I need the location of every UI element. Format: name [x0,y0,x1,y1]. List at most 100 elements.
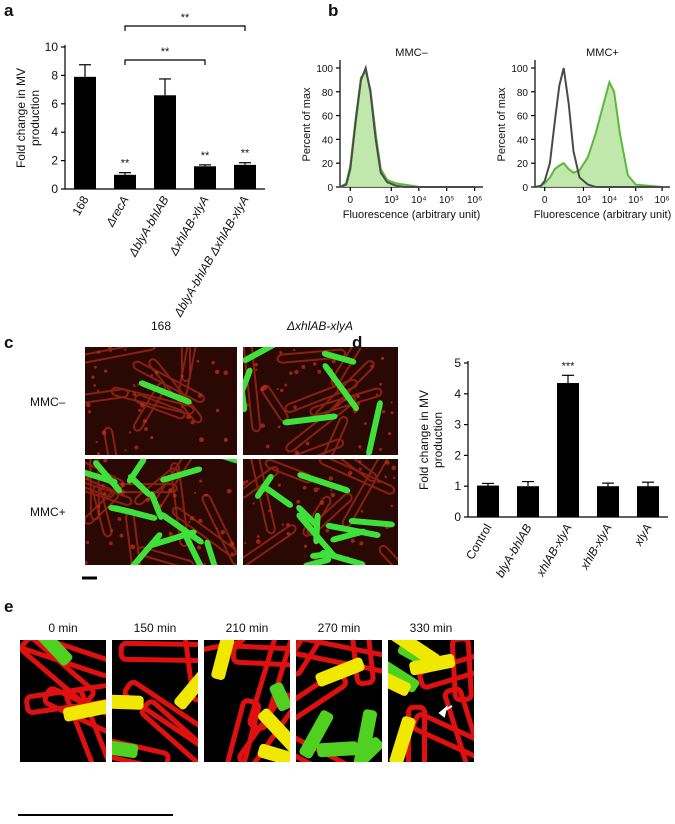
y-axis-label: production [28,90,42,146]
speck [85,560,88,565]
speck [317,487,320,490]
cell [317,459,378,483]
y-tick-label: 0 [51,182,58,196]
cell-green [243,387,248,413]
speck [359,541,364,546]
y-tick-label: 60 [517,112,529,123]
speck [317,369,322,374]
cell-green [388,667,411,696]
speck [138,408,142,412]
y-tick-label: 80 [517,88,529,99]
speck [97,512,101,516]
speck [181,405,184,408]
bar [477,485,499,517]
cell-green [366,400,383,455]
y-tick-label: 100 [511,64,528,75]
cell [243,524,297,565]
speck [313,487,319,493]
x-tick-label: 0 [542,195,548,206]
x-tick-label: 0 [347,195,353,206]
speck [303,544,308,548]
y-tick-label: 20 [322,159,334,170]
speck [380,356,385,360]
speck [254,362,258,367]
column-label: 168 [151,319,171,333]
y-tick-label: 100 [316,64,333,75]
speck [230,552,234,556]
x-tick-label: 10⁶ [654,195,669,206]
speck [378,447,383,451]
speck [390,411,394,415]
y-tick-label: 20 [517,159,529,170]
micrograph [388,640,474,762]
speck [150,374,154,377]
speck [132,384,136,387]
speck [216,527,219,530]
speck [108,347,112,350]
bar [74,76,96,189]
y-tick-label: 40 [517,135,529,146]
image-content [112,640,198,762]
micrograph [204,640,290,762]
cell-green [160,466,203,483]
y-axis-label: Fold change in MV [417,390,431,490]
cell [134,394,186,420]
speck [223,437,229,443]
speck [197,393,203,398]
cell-green [211,640,235,680]
y-axis-label: Percent of max [496,87,508,161]
cell-green [316,741,359,758]
significance: ** [121,158,130,170]
image-content [243,347,394,455]
speck [279,350,283,355]
speck [128,431,132,434]
speck [214,369,220,375]
speck [294,369,299,375]
row-label: MMC+ [30,505,66,519]
time-label: 270 min [318,621,361,635]
x-tick-label: blyA-bhlAB [493,522,535,580]
x-tick-label: 10⁴ [411,195,426,206]
cell [243,347,262,433]
x-tick-label: 168 [69,193,91,218]
speck [350,538,355,543]
speck [85,540,90,544]
speck [260,423,265,428]
speck [330,492,336,498]
image-content [85,459,237,565]
bar [517,486,539,517]
cell [118,640,198,664]
speck [328,476,334,481]
speck [85,402,91,408]
speck [168,488,173,493]
y-tick-label: 2 [454,448,461,462]
y-axis-label: production [431,412,445,468]
speck [276,388,279,391]
cell-green [63,698,106,722]
cell [247,640,290,731]
cell [85,347,157,366]
bracket [124,59,206,65]
speck [244,541,247,544]
speck [109,349,112,353]
time-label: 0 min [48,621,77,635]
micrographs [20,347,474,762]
x-tick-label: Control [463,522,494,563]
speck [86,476,90,480]
speck [382,410,386,414]
cell-green [128,532,163,565]
cell [378,544,398,565]
cell-green [181,529,206,565]
micrograph [20,640,106,762]
cell-green [389,640,441,667]
cell-green [112,694,144,710]
speck [196,359,200,363]
speck [277,425,281,429]
speck [356,394,360,399]
bar [234,164,256,189]
panel-letter: b [328,1,338,20]
cell-green [112,738,139,759]
speck [188,521,191,524]
bar [194,166,216,189]
